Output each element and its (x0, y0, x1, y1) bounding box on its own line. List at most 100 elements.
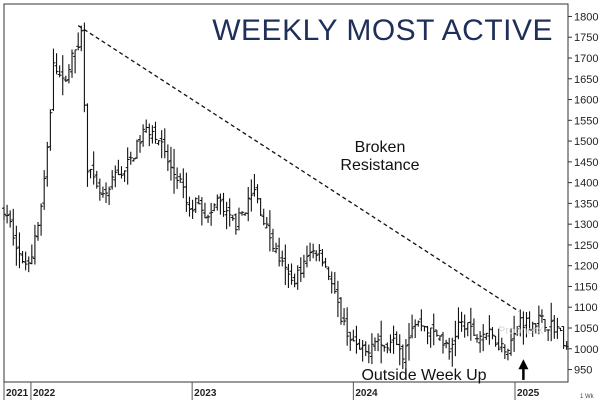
ohlc-bar (162, 128, 167, 159)
ohlc-bar (391, 325, 396, 354)
ohlc-bar (196, 195, 201, 205)
ohlc-bar (85, 103, 90, 187)
annotation-outside-week-up: Outside Week Up (361, 367, 486, 384)
ohlc-bar (481, 324, 486, 352)
ohlc-bar (509, 327, 514, 356)
ohlc-bar (48, 109, 53, 151)
ohlc-bar (57, 65, 62, 78)
ohlc-bar (42, 170, 47, 210)
ohlc-bars (2, 22, 569, 376)
ohlc-bar (270, 228, 275, 252)
ohlc-bar (264, 217, 269, 229)
ohlc-bar (206, 214, 211, 223)
ohlc-bar (94, 170, 99, 189)
y-tick-label: 1600 (574, 95, 598, 107)
ohlc-bar (292, 273, 297, 288)
ohlc-bar (487, 315, 492, 345)
ohlc-bar (360, 339, 365, 362)
x-tick-label: 2023 (194, 388, 217, 399)
ohlc-bar (119, 166, 124, 179)
ohlc-bar (416, 320, 421, 327)
ohlc-bar (419, 309, 424, 332)
ohlc-bar (403, 339, 408, 376)
y-tick-label: 1250 (574, 240, 598, 252)
ohlc-bar (434, 329, 439, 337)
ohlc-bar (230, 214, 235, 221)
ohlc-bar (301, 254, 306, 278)
ohlc-bar (141, 124, 146, 147)
ohlc-bar (175, 167, 180, 189)
x-axis: 2021 2022 2023 2024 2025 (3, 382, 540, 400)
ohlc-bar (224, 201, 229, 230)
y-tick-label: 1150 (574, 281, 598, 293)
ohlc-bar (549, 302, 554, 342)
ohlc-bar (410, 314, 415, 339)
ohlc-bar (23, 251, 28, 271)
ohlc-bar (79, 25, 84, 52)
ohlc-bar (215, 194, 220, 211)
ohlc-bar (267, 210, 272, 252)
ohlc-bar (289, 263, 294, 285)
ohlc-bar (462, 314, 467, 338)
ohlc-bar (66, 64, 71, 84)
ohlc-bar (317, 244, 322, 262)
ohlc-bar (453, 320, 458, 357)
chart-title: WEEKLY MOST ACTIVE (212, 14, 553, 47)
ohlc-bar (165, 144, 170, 171)
ohlc-bar (100, 186, 105, 198)
ohlc-bar (125, 147, 130, 185)
ohlc-bar (156, 140, 161, 146)
y-tick-label: 1000 (574, 344, 598, 356)
x-tick-label: 2021 (6, 388, 29, 399)
ohlc-bar (11, 208, 16, 246)
ohlc-bar (459, 311, 464, 332)
arrow-head (518, 359, 529, 370)
y-tick-label: 1500 (574, 136, 598, 148)
ohlc-bar (26, 256, 31, 273)
ohlc-bar (246, 187, 251, 222)
ohlc-bar (351, 329, 356, 342)
ohlc-bar (70, 49, 75, 78)
ohlc-bar (184, 172, 189, 212)
ohlc-bar (536, 305, 541, 335)
ohlc-bar (397, 334, 402, 366)
ohlc-bar (20, 250, 25, 264)
ohlc-bar (314, 250, 319, 262)
ohlc-bar (280, 250, 285, 267)
ohlc-bar (546, 329, 551, 341)
ohlc-bar (354, 325, 359, 354)
y-tick-label: 1800 (574, 11, 598, 23)
ohlc-bar (51, 48, 56, 111)
y-tick-label: 1650 (574, 74, 598, 86)
annotation-broken: Broken (355, 139, 406, 156)
ohlc-bar (2, 206, 6, 220)
ohlc-bar (539, 309, 544, 323)
ohlc-bar (385, 342, 390, 354)
ohlc-bar (277, 237, 282, 267)
ohlc-bar (168, 146, 173, 181)
ohlc-bar (564, 341, 569, 350)
ohlc-bar (128, 151, 133, 165)
y-tick-label: 1400 (574, 178, 598, 190)
ohlc-bar (193, 197, 198, 213)
ohlc-bar (425, 325, 430, 345)
ohlc-bar (505, 348, 510, 361)
ohlc-bar (357, 338, 362, 350)
ohlc-bar (338, 297, 343, 325)
ohlc-bar (382, 345, 387, 352)
ohlc-bar (8, 210, 13, 228)
ohlc-bar (400, 344, 405, 370)
ohlc-bar (138, 135, 143, 153)
ohlc-bar (499, 337, 504, 353)
ohlc-bar (471, 318, 476, 336)
x-tick-label: 2025 (517, 388, 540, 399)
ohlc-bar (444, 339, 449, 349)
ohlc-bar (555, 317, 560, 339)
ohlc-bar (329, 271, 334, 294)
ohlc-bar (320, 249, 325, 267)
y-tick-label: 1200 (574, 261, 598, 273)
ohlc-bar (326, 266, 331, 281)
ohlc-bar (332, 271, 337, 294)
ohlc-bar (335, 280, 340, 318)
